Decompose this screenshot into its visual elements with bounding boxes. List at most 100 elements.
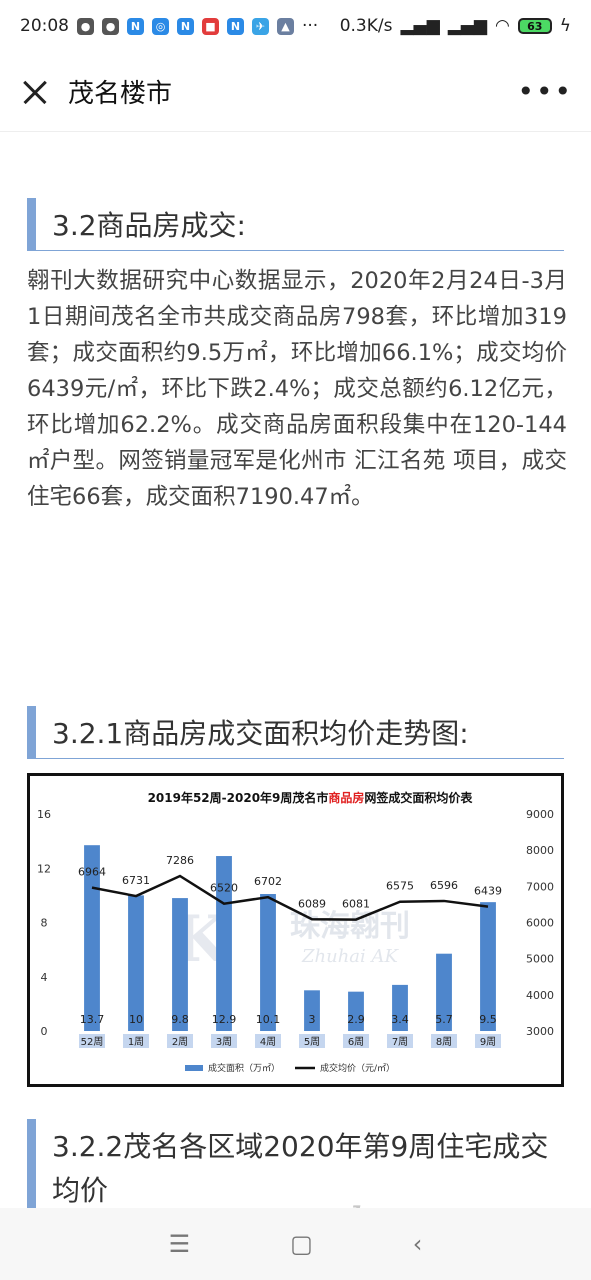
bottom-nav: ☰ ▢ ‹ (0, 1208, 591, 1280)
x-tick-bg (299, 1034, 325, 1048)
legend-bar-swatch (185, 1065, 203, 1071)
back-icon[interactable]: ‹ (412, 1230, 423, 1258)
n-app-icon: N (177, 17, 194, 35)
line-value-label: 6439 (474, 885, 502, 898)
chart-frame: 2019年52周-2020年9周茂名市商品房网签成交面积均价表 珠海翱刊 Zhuh… (27, 773, 564, 1087)
chart-bar (128, 895, 144, 1031)
nav-bar: 茂名楼市 ••• (0, 52, 591, 132)
chart-bar (260, 894, 276, 1031)
n-app-icon: N (227, 17, 244, 35)
bar-value-label: 3.4 (391, 1013, 409, 1026)
x-tick-bg (387, 1034, 413, 1048)
chart-bar (436, 953, 452, 1031)
y-right-tick: 6000 (526, 917, 554, 930)
x-tick-label: 8周 (436, 1036, 452, 1048)
watermark-text: 珠海翱刊 (290, 909, 410, 944)
signal-icon: ▂▄▆ (400, 16, 440, 36)
chart-bar (392, 984, 408, 1031)
y-right-tick: 7000 (526, 880, 554, 893)
x-tick-label: 3周 (216, 1036, 232, 1048)
article-paragraph: 翱刊大数据研究中心数据显示，2020年2月24日-3月1日期间茂名全市共成交商品… (27, 268, 567, 510)
x-tick-label: 1周 (128, 1036, 144, 1048)
legend-bar-label: 成交面积（万㎡） (208, 1062, 280, 1074)
status-more-icon: ··· (302, 16, 319, 36)
line-value-label: 6964 (78, 866, 106, 879)
home-icon[interactable]: ▢ (290, 1230, 313, 1258)
y-right-tick: 3000 (526, 1025, 554, 1038)
y-right-tick: 9000 (526, 808, 554, 821)
battery-icon: 63 (517, 18, 552, 34)
line-value-label: 6731 (122, 874, 150, 887)
line-value-label: 6520 (210, 882, 238, 895)
x-tick-bg (431, 1034, 457, 1048)
bar-value-label: 10.1 (256, 1013, 281, 1026)
legend-line-label: 成交均价（元/㎡） (320, 1062, 395, 1074)
menu-icon[interactable]: ☰ (168, 1230, 191, 1258)
y-right-tick: 8000 (526, 844, 554, 857)
x-tick-bg (255, 1034, 281, 1048)
x-tick-bg (123, 1034, 149, 1048)
status-bar: 20:08 ● ● N ◎ N ■ N ✈ ▲ ··· 0.3K/s ▂▄▆ ▂… (0, 0, 591, 52)
chart-title: 2019年52周-2020年9周茂名市商品房网签成交面积均价表 (148, 790, 474, 805)
signal-icon: ▂▄▆ (447, 16, 487, 36)
section-heading-3-2: 3.2商品房成交: (27, 198, 564, 251)
status-time: 20:08 (20, 16, 69, 36)
bar-value-label: 5.7 (435, 1013, 453, 1026)
line-value-label: 6575 (386, 880, 414, 893)
bar-value-label: 13.7 (80, 1013, 105, 1026)
page-title: 茂名楼市 (68, 79, 173, 109)
x-tick-label: 4周 (260, 1036, 276, 1048)
line-value-label: 7286 (166, 854, 194, 867)
x-tick-bg (343, 1034, 369, 1048)
chart-bar (304, 990, 320, 1031)
line-value-label: 6596 (430, 879, 458, 892)
x-tick-bg (167, 1034, 193, 1048)
plane-app-icon: ✈ (252, 17, 269, 35)
bar-value-label: 9.5 (479, 1013, 497, 1026)
x-tick-label: 52周 (81, 1036, 104, 1048)
more-options-button[interactable]: ••• (517, 75, 573, 108)
wifi-icon: ◠ (494, 16, 510, 36)
close-button[interactable] (18, 75, 52, 109)
y-left-tick: 8 (41, 917, 48, 930)
chart-bar (480, 902, 496, 1031)
chart-bar (348, 991, 364, 1031)
status-right: 0.3K/s ▂▄▆ ▂▄▆ ◠ 63 ϟ (340, 16, 571, 36)
watermark-subtext: Zhuhai AK (301, 946, 399, 967)
wechat-icon: ● (102, 17, 119, 35)
bar-value-label: 10 (129, 1013, 143, 1026)
section-heading-3-2-2: 3.2.2茂名各区域2020年第9周住宅成交均价 (27, 1119, 564, 1220)
line-value-label: 6702 (254, 875, 282, 888)
x-tick-bg (475, 1034, 501, 1048)
chart-bar (84, 845, 100, 1031)
chart-bar (172, 898, 188, 1031)
n-app-icon: N (127, 17, 144, 35)
y-right-tick: 4000 (526, 989, 554, 1002)
charging-icon: ϟ (559, 16, 571, 36)
bar-value-label: 9.8 (171, 1013, 189, 1026)
line-value-label: 6089 (298, 897, 326, 910)
y-left-tick: 0 (41, 1025, 48, 1038)
wifi-app-icon: ◎ (152, 17, 169, 35)
price-line (91, 874, 489, 921)
x-tick-label: 2周 (172, 1036, 188, 1048)
x-tick-bg (211, 1034, 237, 1048)
bar-value-label: 12.9 (212, 1013, 237, 1026)
section-heading-3-2-1: 3.2.1商品房成交面积均价走势图: (27, 706, 564, 759)
red-app-icon: ■ (202, 17, 219, 35)
bar-value-label: 2.9 (347, 1013, 365, 1026)
bar-value-label: 3 (309, 1013, 316, 1026)
y-right-tick: 5000 (526, 953, 554, 966)
x-tick-label: 6周 (348, 1036, 364, 1048)
y-left-tick: 12 (37, 862, 51, 875)
x-tick-bg (79, 1034, 105, 1048)
line-value-label: 6081 (342, 898, 370, 911)
network-speed: 0.3K/s (339, 16, 393, 36)
x-tick-label: 7周 (392, 1036, 408, 1048)
wechat-icon: ● (77, 17, 94, 35)
area-price-chart: 2019年52周-2020年9周茂名市商品房网签成交面积均价表 珠海翱刊Zhuh… (37, 790, 554, 1074)
x-tick-label: 9周 (480, 1036, 496, 1048)
x-tick-label: 5周 (304, 1036, 320, 1048)
y-left-tick: 4 (41, 971, 48, 984)
misc-app-icon: ▲ (277, 17, 294, 35)
